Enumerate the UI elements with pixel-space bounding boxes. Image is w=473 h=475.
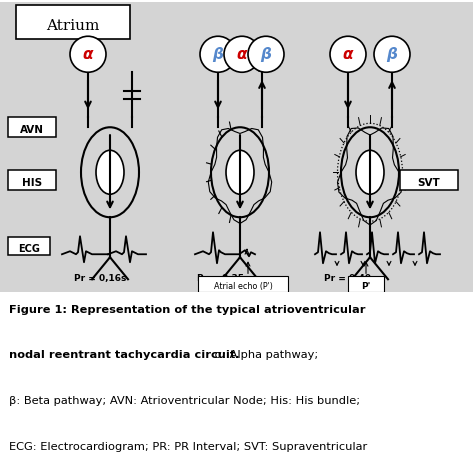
Bar bbox=[348, 276, 384, 292]
Text: AVN: AVN bbox=[20, 125, 44, 135]
Text: Pr = 0,35s: Pr = 0,35s bbox=[197, 274, 249, 283]
Text: Atrium: Atrium bbox=[46, 19, 100, 33]
Text: ECG: ECG bbox=[18, 244, 40, 254]
Text: α: Alpha pathway;: α: Alpha pathway; bbox=[211, 350, 318, 360]
Circle shape bbox=[200, 36, 236, 72]
Bar bbox=[8, 117, 56, 137]
Text: Pr = 0,16s: Pr = 0,16s bbox=[74, 274, 126, 283]
Text: Pr = 0,40s: Pr = 0,40s bbox=[324, 274, 376, 283]
Text: α: α bbox=[237, 47, 247, 62]
Text: ECG: Electrocardiogram; PR: PR Interval; SVT: Supraventricular: ECG: Electrocardiogram; PR: PR Interval;… bbox=[9, 442, 368, 452]
Text: Atrial echo (P'): Atrial echo (P') bbox=[214, 282, 272, 291]
Circle shape bbox=[248, 36, 284, 72]
Text: HIS: HIS bbox=[22, 178, 42, 188]
Text: nodal reentrant tachycardia circuit.: nodal reentrant tachycardia circuit. bbox=[9, 350, 240, 360]
Text: α: α bbox=[83, 47, 93, 62]
Bar bbox=[400, 170, 458, 190]
Ellipse shape bbox=[96, 150, 124, 194]
Bar bbox=[8, 237, 50, 255]
Text: β: Beta pathway; AVN: Atrioventricular Node; His: His bundle;: β: Beta pathway; AVN: Atrioventricular N… bbox=[9, 396, 360, 406]
Text: β: β bbox=[386, 47, 397, 62]
Text: β: β bbox=[261, 47, 272, 62]
Text: SVT: SVT bbox=[418, 178, 440, 188]
Text: P': P' bbox=[361, 282, 371, 291]
Circle shape bbox=[374, 36, 410, 72]
Ellipse shape bbox=[356, 150, 384, 194]
Text: β: β bbox=[212, 47, 223, 62]
Ellipse shape bbox=[226, 150, 254, 194]
Circle shape bbox=[224, 36, 260, 72]
Text: α: α bbox=[343, 47, 353, 62]
FancyBboxPatch shape bbox=[16, 5, 130, 39]
Bar bbox=[198, 276, 288, 292]
Text: Figure 1: Representation of the typical atrioventricular: Figure 1: Representation of the typical … bbox=[9, 304, 366, 314]
Circle shape bbox=[330, 36, 366, 72]
Bar bbox=[8, 170, 56, 190]
Circle shape bbox=[70, 36, 106, 72]
